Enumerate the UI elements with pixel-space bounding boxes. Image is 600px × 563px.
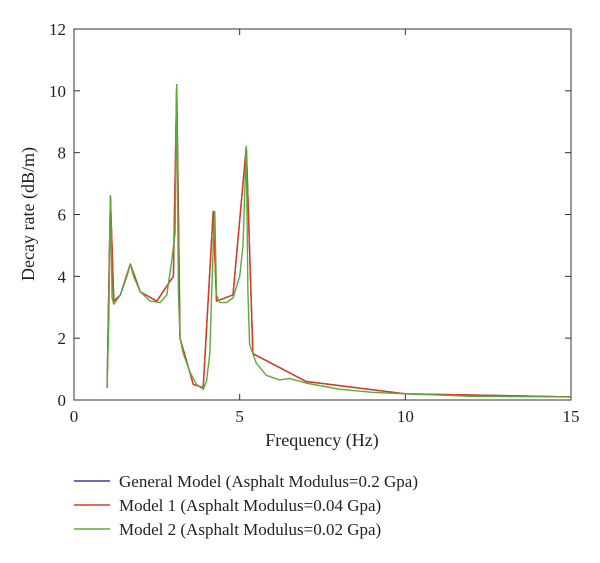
- legend-label-1: General Model (Asphalt Modulus=0.2 Gpa): [119, 472, 418, 491]
- y-tick-label: 12: [49, 20, 66, 39]
- x-tick-label: 5: [235, 407, 244, 426]
- legend-label-3: Model 2 (Asphalt Modulus=0.02 Gpa): [119, 520, 381, 539]
- y-tick-label: 6: [58, 206, 67, 225]
- legend-label-2: Model 1 (Asphalt Modulus=0.04 Gpa): [119, 496, 381, 515]
- y-tick-label: 10: [49, 82, 66, 101]
- x-tick-label: 10: [397, 407, 414, 426]
- y-axis-label: Decay rate (dB/m): [18, 147, 39, 281]
- x-tick-label: 0: [70, 407, 79, 426]
- x-tick-label: 15: [563, 407, 580, 426]
- ticks-layer: 0 5 10 15 0 2 4 6 8 10 12: [49, 20, 580, 426]
- legend: General Model (Asphalt Modulus=0.2 Gpa) M…: [74, 472, 418, 539]
- y-tick-label: 0: [58, 391, 67, 410]
- plot-frame: [73, 28, 572, 401]
- x-axis-label: Frequency (Hz): [265, 430, 378, 451]
- y-tick-label: 8: [58, 144, 67, 163]
- plot-area: [73, 28, 572, 401]
- series-line-3: [106, 83, 572, 398]
- y-tick-label: 4: [58, 267, 67, 286]
- y-tick-label: 2: [58, 329, 67, 348]
- series-layer: [106, 83, 572, 398]
